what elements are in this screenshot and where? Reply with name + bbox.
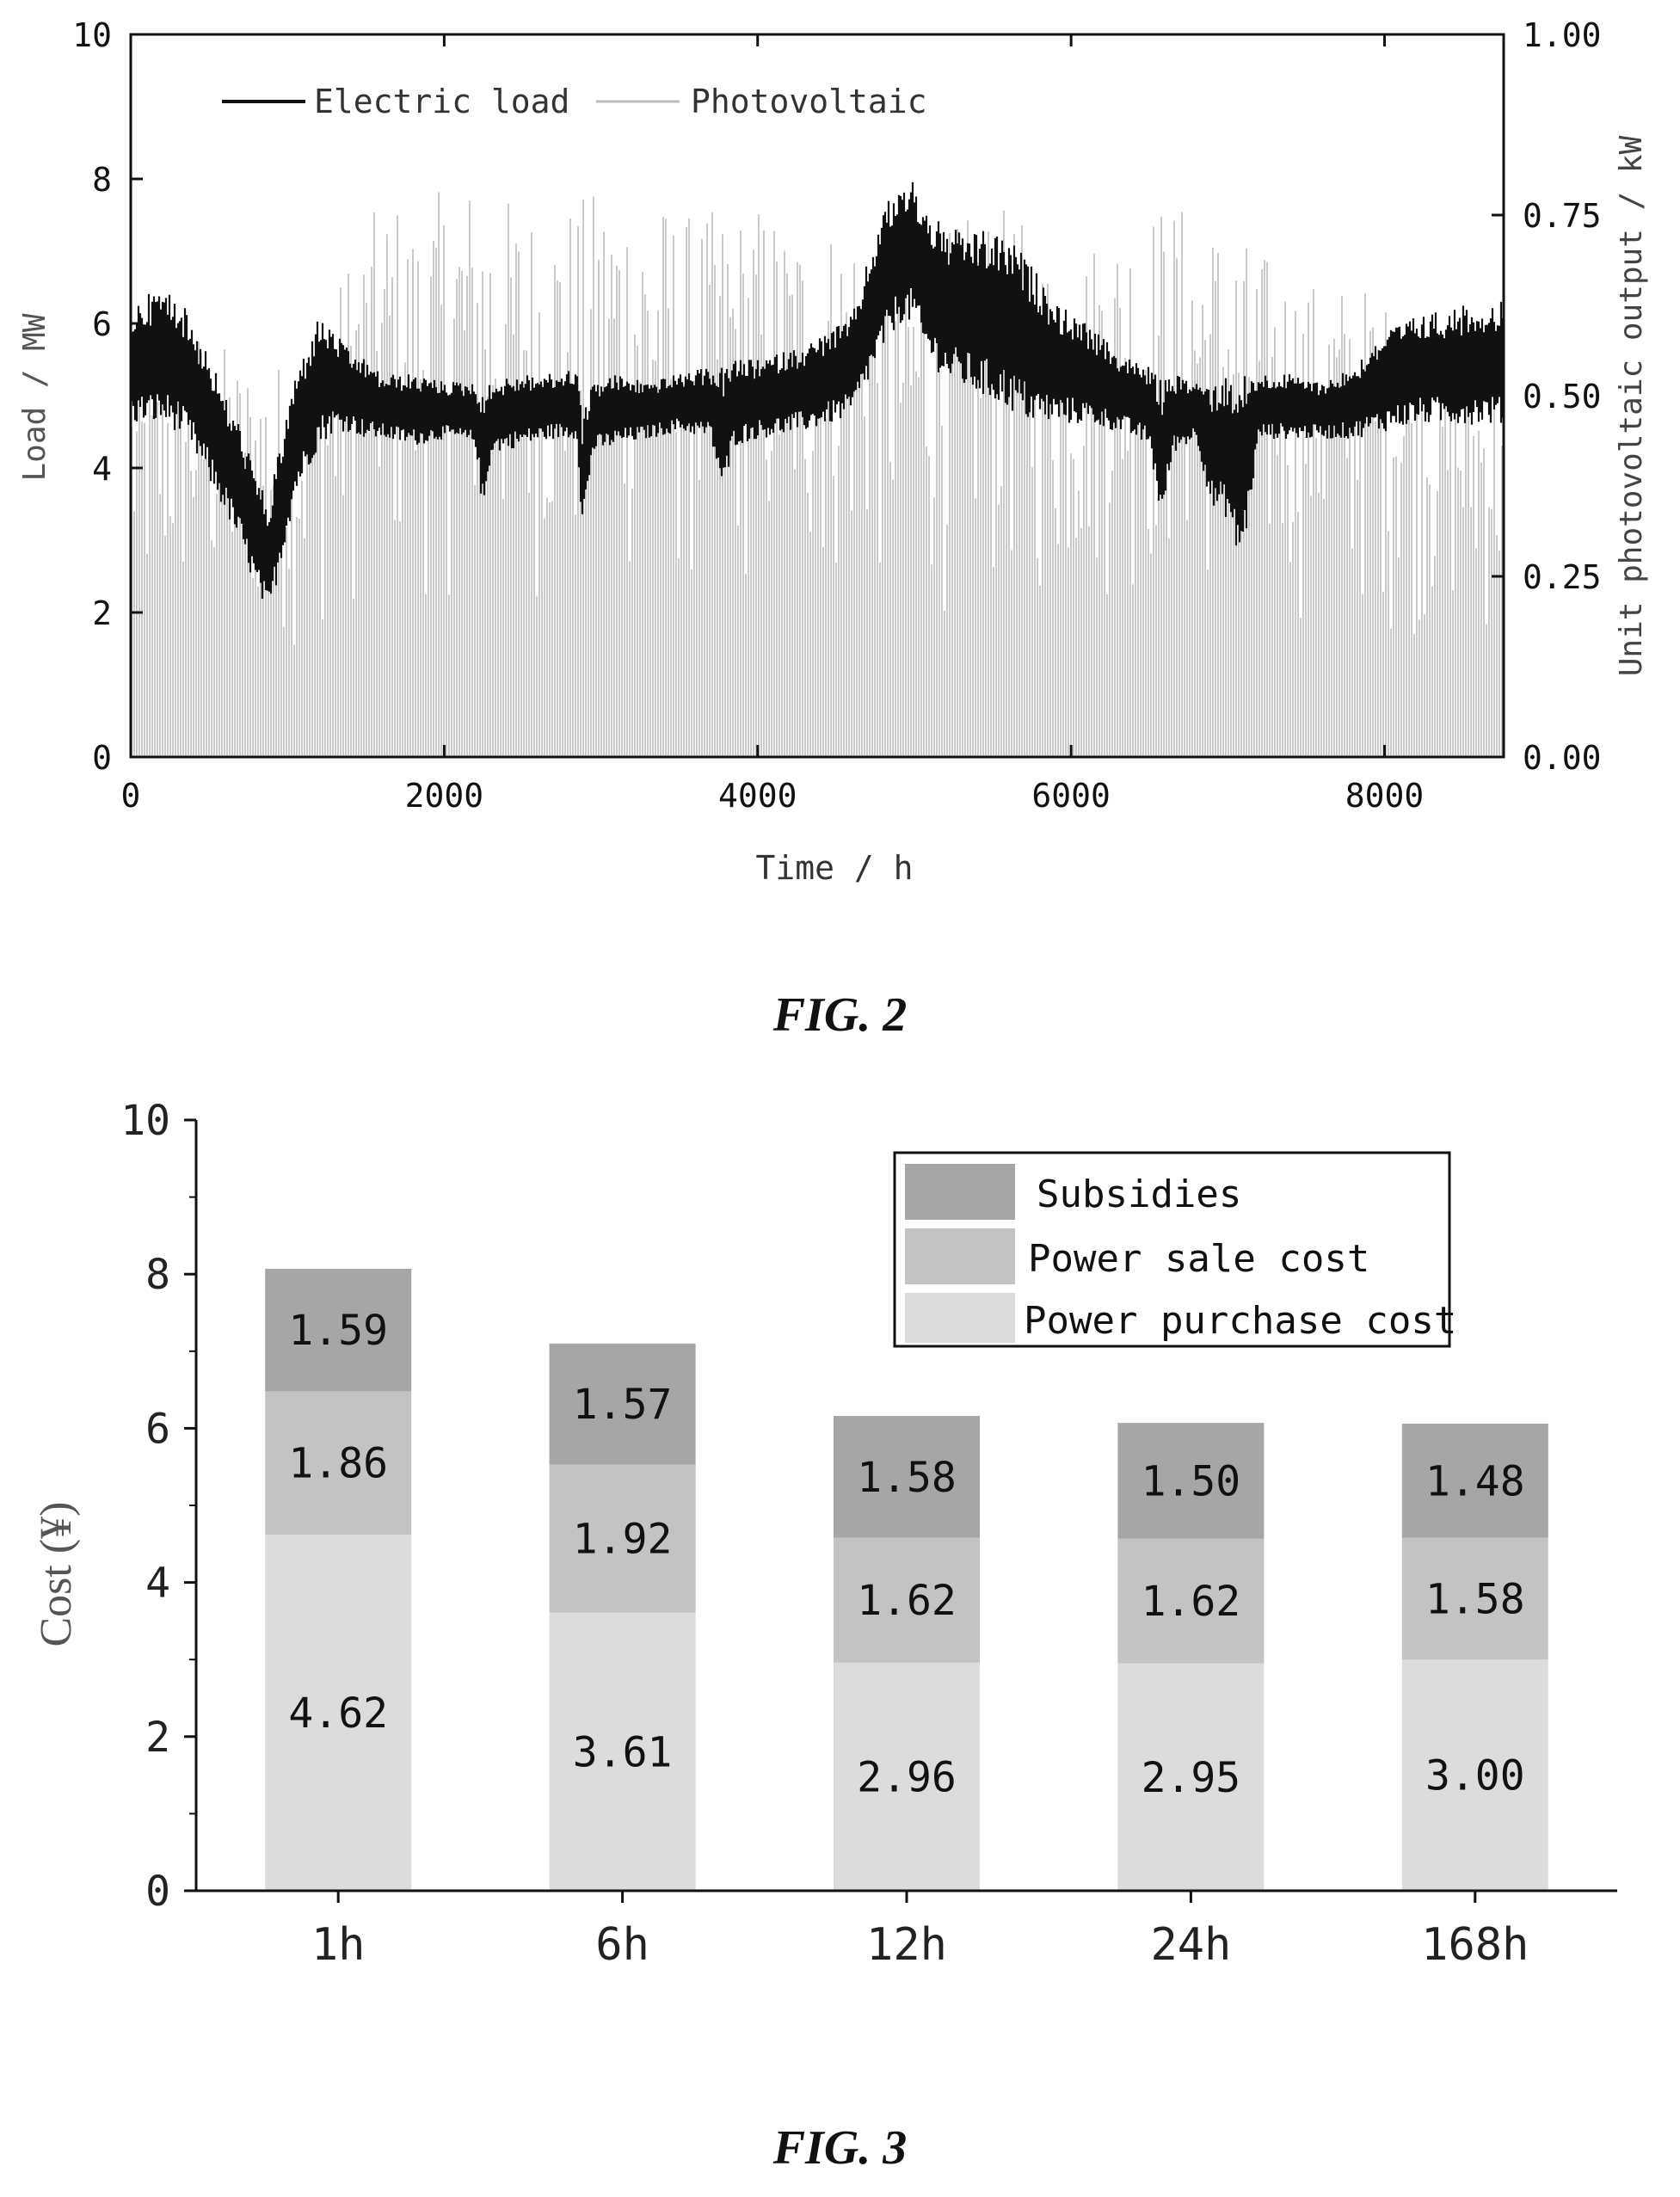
bar-value-label: 1.92 bbox=[573, 1516, 673, 1564]
x-tick-label: 168h bbox=[1421, 1919, 1529, 1971]
y-tick-label-left: 2 bbox=[92, 594, 112, 632]
bar-value-label: 1.86 bbox=[288, 1440, 388, 1488]
x-tick-label: 2000 bbox=[405, 777, 484, 815]
bar-segment bbox=[1117, 1538, 1265, 1664]
x-tick-label: 4000 bbox=[718, 777, 797, 815]
legend-swatch-power-sale-cost bbox=[905, 1228, 1015, 1284]
y-tick-label: 8 bbox=[145, 1251, 170, 1299]
fig2-axes: 0 2000 4000 6000 8000 0 2 4 6 8 10 0.00 0.25 0.50 0.75… bbox=[72, 16, 1601, 815]
stacked-bars: 4.62 1.86 1.59 3.61 1.92 1.57 2.96 1.62 1.58 2.95… bbox=[265, 1268, 1548, 1891]
bar-segment bbox=[1401, 1659, 1548, 1891]
bar-value-label: 1.58 bbox=[857, 1454, 957, 1502]
legend-label-power-purchase-cost: Power purchase cost bbox=[1024, 1299, 1456, 1343]
x-tick-label: 24h bbox=[1150, 1919, 1231, 1971]
y-axis-title-right: Unit photovoltaic output / kW bbox=[1614, 135, 1649, 676]
y-tick-label-left: 6 bbox=[92, 305, 112, 343]
y-tick-label-right: 0.75 bbox=[1523, 197, 1602, 235]
bar-segment bbox=[1117, 1663, 1265, 1891]
bar-value-label: 2.96 bbox=[857, 1753, 957, 1801]
x-axis-title: Time / h bbox=[755, 849, 913, 887]
legend-label-subsidies: Subsidies bbox=[1037, 1172, 1241, 1216]
electric-load-line bbox=[130, 182, 1505, 599]
electric-load-series bbox=[130, 182, 1505, 599]
legend-label-electric-load: Electric load bbox=[314, 83, 569, 120]
bar-value-label: 3.00 bbox=[1425, 1752, 1525, 1800]
legend-label-power-sale-cost: Power sale cost bbox=[1028, 1237, 1369, 1281]
y-tick-label: 2 bbox=[145, 1714, 170, 1762]
bar-segment bbox=[265, 1391, 412, 1535]
x-tick-label: 6000 bbox=[1031, 777, 1111, 815]
y-tick-label: 0 bbox=[145, 1868, 170, 1916]
bar-value-label: 3.61 bbox=[573, 1728, 673, 1776]
y-tick-label-left: 0 bbox=[92, 739, 112, 777]
bar-value-label: 1.58 bbox=[1425, 1575, 1525, 1623]
y-tick-label-left: 4 bbox=[92, 450, 112, 488]
bar-segment bbox=[1401, 1537, 1548, 1660]
bar-segment bbox=[549, 1612, 696, 1891]
bar-segment bbox=[834, 1537, 980, 1663]
x-tick-label: 12h bbox=[866, 1919, 947, 1971]
bar-value-label: 1.50 bbox=[1142, 1457, 1241, 1505]
bar-segment bbox=[549, 1464, 696, 1613]
bar-segment bbox=[265, 1268, 412, 1392]
bar-segment bbox=[834, 1416, 980, 1538]
y-axis-title-left: Load / MW bbox=[17, 313, 52, 481]
bar-value-label: 1.57 bbox=[573, 1381, 673, 1429]
bar-segment bbox=[549, 1343, 696, 1465]
fig2-load-pv-chart: 0 2000 4000 6000 8000 0 2 4 6 8 10 0.00 0.25 0.50 0.75… bbox=[17, 16, 1649, 887]
legend-label-photovoltaic: Photovoltaic bbox=[691, 83, 927, 120]
bar-value-label: 1.62 bbox=[1142, 1578, 1241, 1626]
bar-segment bbox=[265, 1535, 412, 1891]
legend-swatch-power-purchase-cost bbox=[905, 1293, 1015, 1343]
figure-caption-2: FIG. 2 bbox=[772, 988, 908, 1042]
x-tick-label: 8000 bbox=[1345, 777, 1425, 815]
bar-segment bbox=[834, 1662, 980, 1891]
bar-value-label: 1.48 bbox=[1425, 1457, 1525, 1505]
y-tick-label: 4 bbox=[145, 1560, 170, 1608]
y-tick-label-right: 0.00 bbox=[1523, 739, 1602, 777]
bar-value-label: 2.95 bbox=[1142, 1754, 1241, 1802]
y-tick-label: 10 bbox=[120, 1097, 170, 1145]
y-tick-label-right: 0.25 bbox=[1523, 558, 1602, 596]
bar-value-label: 4.62 bbox=[288, 1689, 388, 1738]
bar-value-label: 1.62 bbox=[857, 1577, 957, 1625]
bar-segment bbox=[1401, 1424, 1548, 1538]
y-tick-label-right: 1.00 bbox=[1523, 16, 1602, 54]
y-axis-title: Cost (¥) bbox=[32, 1502, 81, 1647]
fig3-cost-bar-chart: 4.62 1.86 1.59 3.61 1.92 1.57 2.96 1.62 1.58 2.95… bbox=[32, 1097, 1617, 1971]
fig3-legend: Subsidies Power sale cost Power purchase… bbox=[893, 1151, 1456, 1348]
x-tick-label: 0 bbox=[121, 777, 141, 815]
photovoltaic-line bbox=[131, 192, 1503, 757]
bar-value-label: 1.59 bbox=[288, 1307, 388, 1355]
y-tick-label-left: 8 bbox=[92, 161, 112, 199]
x-tick-label: 6h bbox=[595, 1919, 649, 1971]
y-tick-label-left: 10 bbox=[72, 16, 112, 54]
photovoltaic-series bbox=[131, 192, 1503, 757]
y-tick-label: 6 bbox=[145, 1405, 170, 1453]
figure-caption-3: FIG. 3 bbox=[772, 2121, 908, 2175]
x-tick-label: 1h bbox=[311, 1919, 366, 1971]
y-tick-label-right: 0.50 bbox=[1523, 378, 1602, 415]
bar-segment bbox=[1117, 1423, 1265, 1539]
fig3-axes: 0 2 4 6 8 10 1h 6h 12h 24h 168h bbox=[120, 1097, 1617, 1971]
fig2-legend: Electric load Photovoltaic bbox=[222, 83, 927, 120]
legend-swatch-subsidies bbox=[905, 1164, 1015, 1220]
